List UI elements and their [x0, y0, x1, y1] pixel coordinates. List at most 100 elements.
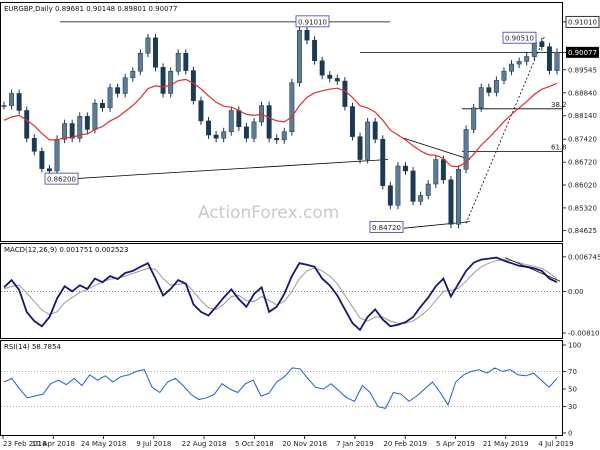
candle-body — [213, 134, 219, 139]
macd-divergence-line — [504, 257, 561, 282]
long-term-support-line — [54, 159, 389, 181]
candle-body — [122, 77, 128, 94]
x-axis-label: 4 Jul 2019 — [538, 440, 573, 448]
candle-body — [62, 123, 68, 140]
macd-panel-frame — [0, 243, 563, 339]
x-axis-label: 22 Aug 2018 — [182, 440, 227, 448]
x-axis-label: 5 Apr 2019 — [436, 440, 475, 448]
price-annotation-box — [369, 221, 404, 233]
x-axis-label: 20 Nov 2018 — [282, 440, 327, 448]
candle-body — [31, 138, 37, 152]
candle-body — [160, 67, 166, 94]
candle-body — [54, 138, 60, 172]
candle-body — [372, 121, 378, 140]
candle-body — [501, 70, 507, 81]
ema-line — [3, 78, 558, 168]
candle-body — [380, 138, 386, 186]
price-axis-label: 0.87420 — [568, 136, 597, 144]
price-axis-label: 0.88840 — [568, 89, 597, 97]
candle-body — [433, 159, 439, 185]
x-axis-label: 21 May 2019 — [483, 440, 529, 448]
candle-body — [153, 37, 158, 68]
candle-body — [342, 80, 348, 107]
rsi-axis-label: 30 — [568, 403, 577, 411]
x-axis-label: 20 Feb 2019 — [383, 440, 427, 448]
x-axis-label: 10 Apr 2018 — [32, 440, 75, 448]
candle-body — [100, 103, 105, 109]
wedge-upper-line — [403, 137, 471, 160]
fib-level-label: 38.2 — [551, 101, 567, 109]
rsi-series-layer — [1, 367, 562, 409]
price-axis-label: 0.89545 — [568, 66, 597, 74]
candle-body — [319, 60, 325, 76]
resistance-price-marker — [565, 15, 600, 28]
candle-body — [539, 41, 545, 47]
candle-body — [47, 168, 52, 172]
price-axis-label: 0.85320 — [568, 204, 597, 212]
candle-body — [92, 103, 98, 130]
candle-body — [418, 195, 424, 202]
candle-body — [228, 110, 234, 132]
macd-panel-header: MACD(12,26,9) 0.001751 0.002523 — [4, 246, 128, 254]
candle-body — [236, 110, 242, 128]
candle-body — [440, 159, 446, 181]
candle-body — [554, 52, 560, 71]
candle-body — [357, 136, 363, 160]
rsi-axis-label: 100 — [568, 342, 581, 350]
candle-body — [304, 30, 310, 41]
watermark: ActionForex.com — [198, 203, 339, 223]
price-axis-label: 0.86020 — [568, 182, 597, 190]
candle-body — [175, 52, 181, 72]
rsi-panel: RSI(14) 58.7854 — [0, 340, 563, 436]
macd-panel: MACD(12,26,9) 0.001751 0.002523 — [0, 243, 563, 339]
candle-body — [493, 80, 499, 93]
candle-body — [198, 100, 204, 122]
macd-axis-label: 0.00 — [568, 288, 584, 296]
rsi-axis-label: 0 — [568, 430, 572, 438]
price-annotation-box — [502, 31, 537, 44]
candle-body — [410, 170, 416, 202]
candle-body — [115, 87, 121, 94]
candle-body — [524, 56, 530, 62]
candle-body — [9, 93, 15, 106]
rsi-panel-frame — [0, 340, 563, 436]
price-annotation-label: 0.90510 — [505, 35, 534, 43]
candle-body — [463, 129, 469, 170]
candle-body — [243, 126, 249, 139]
macd-axis-label: 0.006745 — [568, 253, 600, 261]
rising-trendline-dashed — [465, 35, 546, 224]
candle-body — [478, 87, 484, 109]
candle-body — [387, 185, 393, 206]
candle-body — [274, 138, 280, 141]
price-annotation-label: 0.84720 — [372, 224, 401, 232]
macd-signal-line — [3, 259, 558, 324]
candle-body — [327, 74, 333, 79]
candle-body — [486, 87, 492, 93]
candle-body — [206, 120, 211, 136]
candle-body — [137, 52, 143, 72]
candle-body — [16, 93, 22, 111]
price-axis-label: 0.88140 — [568, 112, 597, 120]
candle-body — [39, 151, 45, 169]
candle-body — [69, 123, 75, 139]
price-annotation-box — [44, 172, 79, 185]
price-series-layer: 38.2 61.8 0.91010 0.90510 0.86200 0.84720 — [1, 15, 567, 233]
candle-body — [251, 121, 257, 139]
candle-body — [403, 165, 408, 172]
candle-body — [395, 165, 401, 206]
candle-body — [509, 63, 514, 72]
current-price-marker — [566, 46, 599, 58]
axes-layer: 0.91010 0.90077 0.89545 0.88840 0.88140 0.874… — [2, 15, 600, 448]
x-axis-label: 5 Oct 2018 — [235, 440, 274, 448]
x-axis-label: 23 Feb 2018 — [3, 440, 47, 448]
macd-series-layer — [1, 256, 562, 332]
rsi-axis-label: 70 — [568, 368, 577, 376]
price-annotation-label: 0.91010 — [298, 18, 327, 26]
candle-body — [312, 39, 318, 62]
price-axis-label: 0.86720 — [568, 159, 597, 167]
candle-body — [130, 70, 136, 79]
price-panel-frame — [0, 2, 563, 242]
price-annotation-box — [295, 15, 330, 28]
candle-body — [289, 82, 295, 132]
